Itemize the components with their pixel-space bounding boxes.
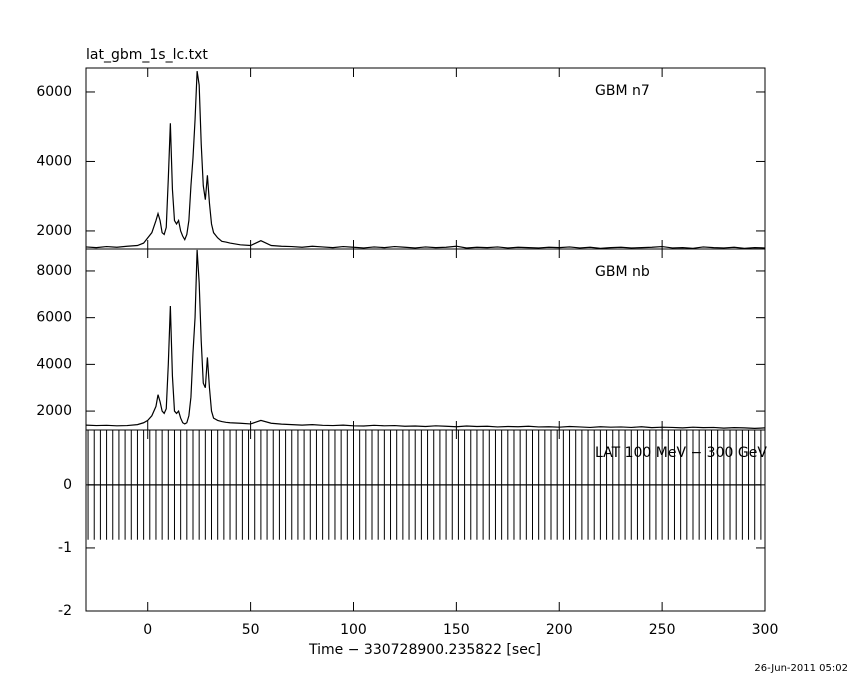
x-tick-label: 100 bbox=[340, 622, 367, 638]
x-tick-label: 50 bbox=[242, 622, 260, 638]
x-axis-label: Time − 330728900.235822 [sec] bbox=[308, 642, 541, 658]
y-tick-label: 8000 bbox=[36, 263, 72, 279]
y-tick-label: 4000 bbox=[36, 153, 72, 169]
light-curve bbox=[85, 249, 766, 429]
panel-frame bbox=[85, 429, 766, 612]
x-tick-label: 300 bbox=[752, 622, 779, 638]
y-tick-label: -2 bbox=[58, 603, 72, 619]
panel-label: GBM nb bbox=[595, 264, 650, 280]
light-curve bbox=[85, 71, 766, 249]
y-tick-label: 0 bbox=[63, 477, 72, 493]
y-tick-label: -1 bbox=[58, 540, 72, 556]
x-tick-label: 150 bbox=[443, 622, 470, 638]
y-tick-label: 2000 bbox=[36, 223, 72, 239]
y-tick-label: 2000 bbox=[36, 403, 72, 419]
chart-title: lat_gbm_1s_lc.txt bbox=[86, 47, 208, 63]
panel-label: GBM n7 bbox=[595, 83, 650, 99]
y-tick-label: 4000 bbox=[36, 356, 72, 372]
x-tick-label: 200 bbox=[546, 622, 573, 638]
x-tick-label: 250 bbox=[649, 622, 676, 638]
footer-timestamp: 26-Jun-2011 05:02 bbox=[754, 663, 848, 674]
y-tick-label: 6000 bbox=[36, 84, 72, 100]
x-tick-label: 0 bbox=[143, 622, 152, 638]
y-tick-label: 6000 bbox=[36, 310, 72, 326]
panel-label: LAT 100 MeV − 300 GeV bbox=[595, 445, 767, 461]
